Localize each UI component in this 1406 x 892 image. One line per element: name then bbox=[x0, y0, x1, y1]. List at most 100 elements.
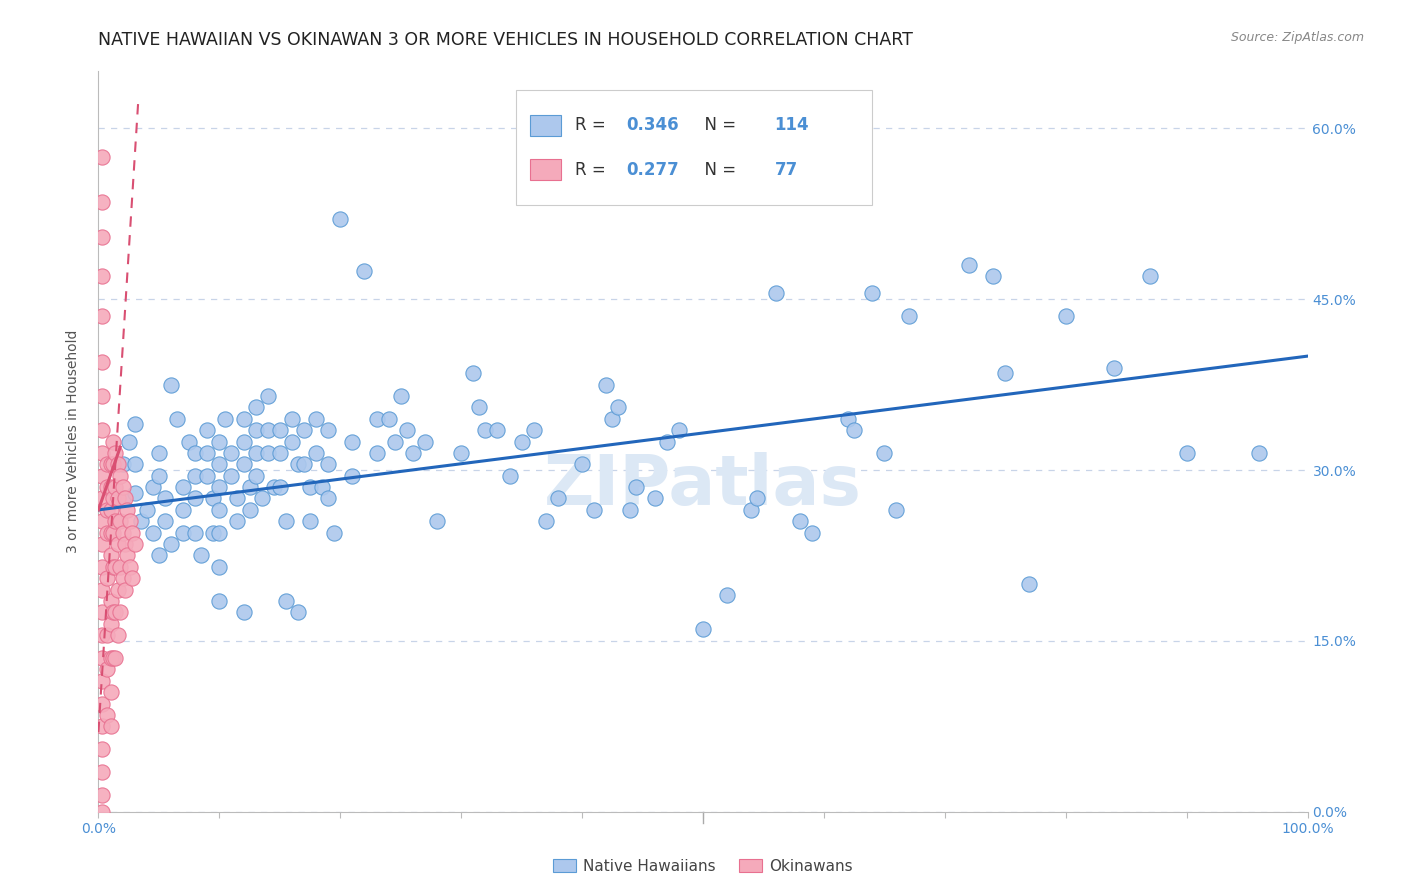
Point bbox=[534, 514, 557, 528]
Point bbox=[692, 623, 714, 637]
Point bbox=[96, 503, 118, 517]
Point bbox=[747, 491, 769, 506]
Point bbox=[104, 480, 127, 494]
Point bbox=[114, 582, 136, 597]
Point bbox=[111, 480, 134, 494]
Point bbox=[91, 651, 114, 665]
Point bbox=[91, 491, 114, 506]
FancyBboxPatch shape bbox=[530, 160, 561, 180]
Point bbox=[716, 588, 738, 602]
Point bbox=[269, 423, 291, 437]
Point bbox=[287, 606, 309, 620]
Point bbox=[342, 434, 364, 449]
Point bbox=[107, 458, 129, 472]
Point bbox=[384, 434, 406, 449]
Point bbox=[474, 423, 496, 437]
Point bbox=[91, 229, 114, 244]
Point bbox=[104, 559, 127, 574]
Point bbox=[1102, 360, 1125, 375]
Point bbox=[101, 606, 124, 620]
Point bbox=[100, 525, 122, 540]
Point bbox=[232, 434, 254, 449]
Point bbox=[305, 446, 328, 460]
Point bbox=[108, 606, 131, 620]
Point bbox=[100, 651, 122, 665]
Point bbox=[91, 150, 114, 164]
Point bbox=[208, 594, 231, 608]
Point bbox=[897, 310, 920, 324]
Point bbox=[179, 434, 201, 449]
Point bbox=[100, 503, 122, 517]
Point bbox=[124, 537, 146, 551]
Point bbox=[366, 411, 388, 425]
Point bbox=[91, 606, 114, 620]
Point bbox=[172, 525, 194, 540]
Point bbox=[208, 559, 231, 574]
Point bbox=[91, 423, 114, 437]
Point bbox=[1249, 446, 1271, 460]
Point bbox=[269, 480, 291, 494]
Point bbox=[91, 719, 114, 733]
Point bbox=[1139, 269, 1161, 284]
Point bbox=[114, 491, 136, 506]
Point bbox=[172, 503, 194, 517]
Point bbox=[202, 525, 225, 540]
Point bbox=[91, 764, 114, 779]
Point bbox=[740, 503, 762, 517]
Point bbox=[124, 485, 146, 500]
Point bbox=[486, 423, 509, 437]
Text: 0.346: 0.346 bbox=[626, 117, 679, 135]
Point bbox=[195, 446, 218, 460]
Point bbox=[256, 423, 278, 437]
Point bbox=[111, 458, 134, 472]
FancyBboxPatch shape bbox=[530, 115, 561, 136]
Point bbox=[886, 503, 908, 517]
Point bbox=[91, 805, 114, 819]
Point bbox=[101, 434, 124, 449]
Point bbox=[96, 662, 118, 676]
Point bbox=[101, 525, 124, 540]
Point bbox=[118, 434, 141, 449]
Point bbox=[450, 446, 472, 460]
Point bbox=[111, 491, 134, 506]
Point bbox=[226, 491, 249, 506]
Point bbox=[263, 480, 285, 494]
Point bbox=[100, 549, 122, 563]
Point bbox=[202, 491, 225, 506]
Point bbox=[413, 434, 436, 449]
Point bbox=[184, 468, 207, 483]
Point bbox=[269, 446, 291, 460]
Point bbox=[281, 434, 304, 449]
Point bbox=[402, 446, 425, 460]
Point bbox=[232, 458, 254, 472]
Point bbox=[366, 446, 388, 460]
Point bbox=[226, 514, 249, 528]
Point bbox=[91, 697, 114, 711]
Point bbox=[426, 514, 449, 528]
Point bbox=[800, 525, 823, 540]
Point bbox=[118, 559, 141, 574]
Point bbox=[114, 537, 136, 551]
Point bbox=[91, 389, 114, 403]
Point bbox=[274, 514, 297, 528]
Point bbox=[117, 549, 139, 563]
Point bbox=[108, 559, 131, 574]
Point bbox=[595, 377, 617, 392]
Point bbox=[91, 195, 114, 210]
Point bbox=[765, 286, 787, 301]
Point bbox=[353, 263, 375, 277]
Point bbox=[100, 616, 122, 631]
Point bbox=[153, 491, 176, 506]
Text: N =: N = bbox=[693, 161, 741, 178]
Text: 0.277: 0.277 bbox=[626, 161, 679, 178]
Point bbox=[148, 549, 170, 563]
Point bbox=[292, 458, 315, 472]
Point bbox=[619, 503, 641, 517]
Text: R =: R = bbox=[575, 161, 612, 178]
Point bbox=[166, 411, 188, 425]
Point bbox=[232, 606, 254, 620]
Point bbox=[111, 571, 134, 585]
Text: Source: ZipAtlas.com: Source: ZipAtlas.com bbox=[1230, 31, 1364, 45]
Point bbox=[101, 458, 124, 472]
Point bbox=[245, 446, 267, 460]
